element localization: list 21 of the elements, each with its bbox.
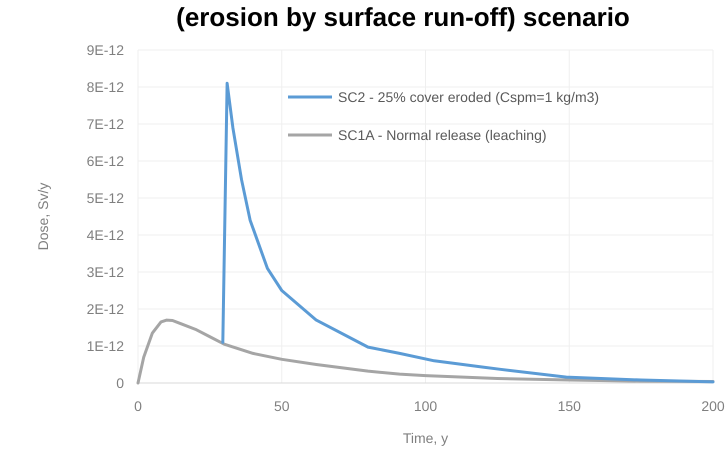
x-tick-label: 50 (274, 398, 290, 414)
legend-label: SC2 - 25% cover eroded (Cspm=1 kg/m3) (338, 89, 600, 105)
y-tick-label: 7E-12 (86, 116, 124, 132)
y-tick-label: 0 (116, 375, 124, 391)
y-tick-label: 5E-12 (86, 190, 124, 206)
chart-title: (erosion by surface run-off) scenario (176, 2, 630, 32)
y-axis-title: Dose, Sv/y (35, 182, 51, 250)
line-series (221, 82, 714, 384)
x-tick-label: 100 (414, 398, 438, 414)
x-tick-label: 200 (701, 398, 725, 414)
y-tick-label: 2E-12 (86, 301, 124, 317)
y-tick-label: 6E-12 (86, 153, 124, 169)
y-tick-label: 1E-12 (86, 338, 124, 354)
legend-label: SC1A - Normal release (leaching) (338, 127, 547, 143)
x-tick-label: 0 (134, 398, 142, 414)
x-axis-title: Time, y (402, 430, 448, 446)
y-tick-label: 3E-12 (86, 264, 124, 280)
y-tick-label: 8E-12 (86, 79, 124, 95)
y-tick-label: 9E-12 (86, 42, 124, 58)
y-tick-label: 4E-12 (86, 227, 124, 243)
x-tick-label: 150 (558, 398, 582, 414)
